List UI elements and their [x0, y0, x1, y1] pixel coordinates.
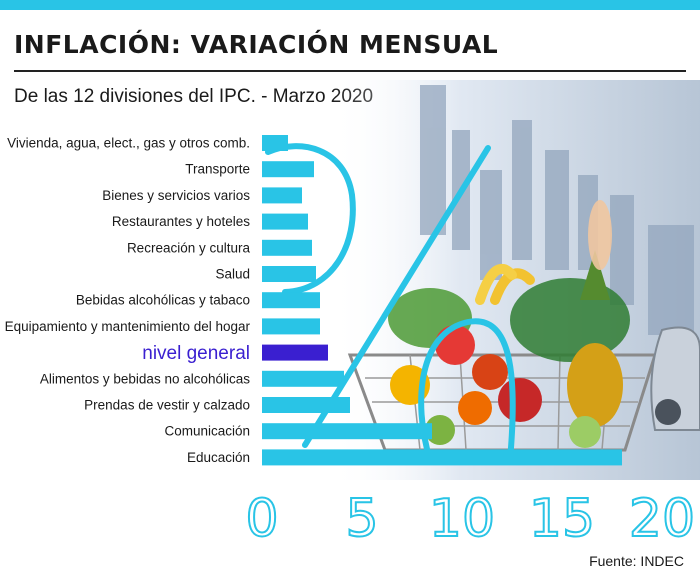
category-label-11: Comunicación: [164, 424, 250, 439]
category-label-4: Recreación y cultura: [127, 240, 251, 255]
bar-9: [262, 370, 344, 387]
bar-1: [262, 161, 314, 178]
source-note: Fuente: INDEC: [589, 553, 684, 569]
bar-8: [262, 344, 328, 361]
bar-10: [262, 397, 350, 413]
category-label-0: Vivienda, agua, elect., gas y otros comb…: [7, 136, 250, 151]
x-tick-label-1: 5: [345, 489, 378, 549]
bar-5: [262, 266, 316, 282]
bar-3: [262, 213, 308, 230]
shopping-basket-illustration: [347, 200, 658, 452]
category-labels: Vivienda, agua, elect., gas y otros comb…: [5, 136, 251, 465]
category-label-2: Bienes y servicios varios: [102, 188, 250, 203]
title-divider: [14, 70, 686, 72]
x-tick-label-4: 20: [629, 489, 695, 549]
bar-2: [262, 187, 302, 204]
category-label-7: Equipamiento y mantenimiento del hogar: [5, 319, 251, 334]
bars-layer: [262, 135, 622, 466]
chart-subtitle: De las 12 divisiones del IPC. - Marzo 20…: [14, 86, 374, 107]
category-label-9: Alimentos y bebidas no alcohólicas: [40, 371, 250, 386]
top-accent-stripe: [0, 0, 700, 10]
x-tick-label-2: 10: [429, 489, 495, 549]
percent-sign-decoration: [265, 143, 516, 463]
x-axis-tick-labels: 0 5 10 15 20: [244, 488, 696, 550]
category-label-10: Prendas de vestir y calzado: [84, 398, 250, 413]
x-tick-label-3: 15: [529, 489, 595, 549]
bar-6: [262, 292, 320, 309]
category-label-8: nivel general: [142, 343, 250, 364]
bar-0: [262, 135, 288, 151]
bar-11: [262, 423, 432, 440]
chart-title: INFLACIÓN: VARIACIÓN MENSUAL: [14, 30, 499, 59]
category-label-3: Restaurantes y hoteles: [112, 214, 250, 229]
background-illustration: [330, 80, 700, 480]
category-label-5: Salud: [215, 267, 250, 282]
bar-4: [262, 239, 312, 256]
x-tick-label-0: 0: [245, 489, 278, 549]
bar-7: [262, 318, 320, 335]
bar-12: [262, 449, 622, 466]
category-label-1: Transporte: [185, 162, 250, 177]
category-label-12: Educación: [187, 450, 250, 465]
category-label-6: Bebidas alcohólicas y tabaco: [76, 293, 250, 308]
